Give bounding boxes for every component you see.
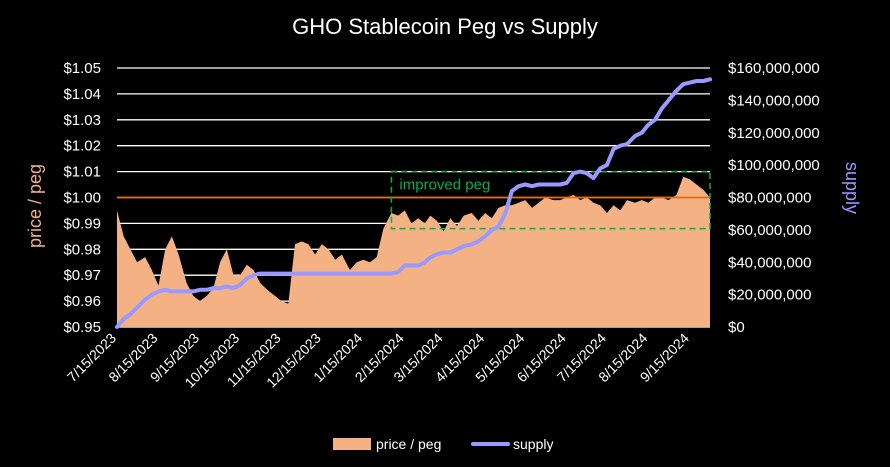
y-left-tick-label: $1.01: [63, 164, 101, 181]
legend-label-supply: supply: [513, 436, 553, 452]
y-right-tick-label: $80,000,000: [728, 190, 811, 207]
annotation-group: improved peg: [390, 170, 711, 230]
y-left-tick-label: $0.97: [63, 267, 101, 284]
improved-peg-box: [390, 170, 711, 230]
y-left-tick-label: $1.02: [63, 138, 101, 155]
legend: price / peg supply: [333, 436, 553, 452]
x-axis-ticks: 7/15/20238/15/20239/15/202310/15/202311/…: [64, 330, 692, 391]
y-right-tick-label: $120,000,000: [728, 125, 820, 142]
y-left-tick-label: $1.04: [63, 86, 101, 103]
y-right-tick-label: $100,000,000: [728, 157, 820, 174]
right-axis-ticks: $0 $20,000,000 $40,000,000 $60,000,000 $80,0…: [728, 60, 820, 336]
y-right-tick-label: $60,000,000: [728, 222, 811, 239]
chart-title: GHO Stablecoin Peg vs Supply: [292, 14, 598, 39]
y-right-tick-label: $140,000,000: [728, 92, 820, 109]
left-axis-title: price / peg: [25, 164, 45, 248]
y-right-tick-label: $0: [728, 319, 745, 336]
y-left-tick-label: $0.98: [63, 241, 101, 258]
right-axis-title: supply: [842, 162, 862, 214]
legend-swatch-price: [333, 438, 371, 450]
supply-line: [115, 77, 712, 329]
y-right-tick-label: $40,000,000: [728, 254, 811, 271]
price-area: [117, 176, 710, 327]
y-right-tick-label: $20,000,000: [728, 287, 811, 304]
price-area-group: [116, 176, 711, 327]
left-axis-ticks: $0.95 $0.96 $0.97 $0.98 $0.99 $1.00 $1.01 $1.02…: [63, 60, 101, 336]
legend-label-price: price / peg: [376, 436, 441, 452]
y-left-tick-label: $1.05: [63, 60, 101, 77]
supply-line-group: [115, 77, 712, 329]
improved-peg-label: improved peg: [399, 177, 490, 194]
y-left-tick-label: $0.96: [63, 293, 101, 310]
y-left-tick-label: $1.00: [63, 190, 101, 207]
y-left-tick-label: $1.03: [63, 112, 101, 129]
y-right-tick-label: $160,000,000: [728, 60, 820, 77]
y-left-tick-label: $0.99: [63, 215, 101, 232]
y-left-tick-label: $0.95: [63, 319, 101, 336]
